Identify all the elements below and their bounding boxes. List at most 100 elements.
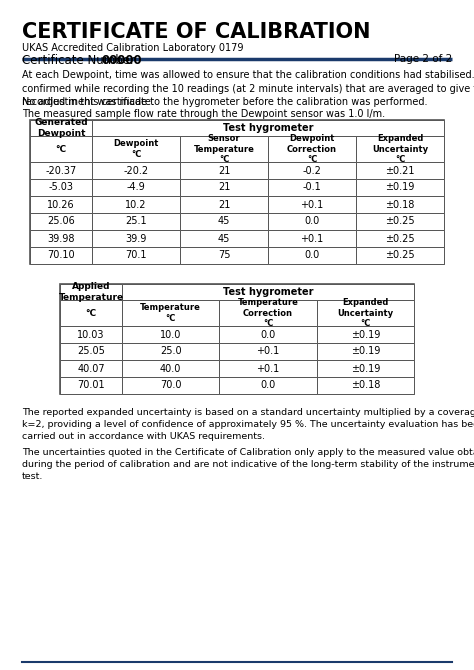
Bar <box>92 196 180 213</box>
Bar <box>356 247 444 264</box>
Text: -4.9: -4.9 <box>127 182 146 192</box>
Bar <box>60 284 122 300</box>
Text: The measured sample flow rate through the Dewpoint sensor was 1.0 l/m.: The measured sample flow rate through th… <box>22 109 385 119</box>
Bar <box>356 196 444 213</box>
Text: 39.98: 39.98 <box>47 234 75 243</box>
Text: 70.10: 70.10 <box>47 251 75 261</box>
Text: -20.37: -20.37 <box>46 165 77 176</box>
Bar <box>356 230 444 247</box>
Bar <box>317 360 414 377</box>
Bar <box>122 326 219 343</box>
Text: 70.1: 70.1 <box>125 251 147 261</box>
Text: 40.0: 40.0 <box>160 364 182 373</box>
Text: ±0.19: ±0.19 <box>385 182 415 192</box>
Bar <box>30 120 92 136</box>
Bar <box>317 377 414 394</box>
Bar <box>60 326 122 343</box>
Bar <box>317 300 414 326</box>
Text: Expanded
Uncertainty
°C: Expanded Uncertainty °C <box>337 298 393 328</box>
Bar <box>30 179 92 196</box>
Text: ±0.18: ±0.18 <box>385 200 415 210</box>
Bar <box>219 326 317 343</box>
Text: 21: 21 <box>218 182 230 192</box>
Text: 0.0: 0.0 <box>260 330 275 340</box>
Bar <box>317 343 414 360</box>
Bar <box>317 326 414 343</box>
Text: 40.07: 40.07 <box>77 364 105 373</box>
Text: 45: 45 <box>218 234 230 243</box>
Bar <box>219 343 317 360</box>
Text: +0.1: +0.1 <box>301 234 324 243</box>
Text: Sensor
Temperature
°C: Sensor Temperature °C <box>193 134 255 164</box>
Text: ±0.25: ±0.25 <box>385 216 415 226</box>
Bar <box>92 136 180 162</box>
Text: ±0.19: ±0.19 <box>351 364 380 373</box>
Bar <box>356 179 444 196</box>
Text: 21: 21 <box>218 200 230 210</box>
Bar <box>92 230 180 247</box>
Text: Certificate Number: Certificate Number <box>22 54 135 67</box>
Bar <box>268 230 356 247</box>
Text: Applied
Temperature: Applied Temperature <box>58 282 124 302</box>
Text: ±0.25: ±0.25 <box>385 234 415 243</box>
Bar <box>268 162 356 179</box>
Bar <box>30 162 92 179</box>
Bar <box>219 300 317 326</box>
Bar <box>180 162 268 179</box>
Text: 25.1: 25.1 <box>125 216 147 226</box>
Bar <box>180 247 268 264</box>
Bar <box>268 179 356 196</box>
Text: 70.01: 70.01 <box>77 381 105 391</box>
Bar <box>60 360 122 377</box>
Text: 75: 75 <box>218 251 230 261</box>
Text: Dewpoint
Correction
°C: Dewpoint Correction °C <box>287 134 337 164</box>
Bar <box>30 247 92 264</box>
Text: ±0.19: ±0.19 <box>351 346 380 356</box>
Bar <box>356 213 444 230</box>
Text: 10.0: 10.0 <box>160 330 182 340</box>
Text: At each Dewpoint, time was allowed to ensure that the calibration conditions had: At each Dewpoint, time was allowed to en… <box>22 70 474 107</box>
Bar <box>268 196 356 213</box>
Bar <box>60 300 122 326</box>
Text: °C: °C <box>55 145 66 153</box>
Bar <box>180 213 268 230</box>
Text: 25.0: 25.0 <box>160 346 182 356</box>
Bar <box>180 179 268 196</box>
Text: 10.03: 10.03 <box>77 330 105 340</box>
Text: 39.9: 39.9 <box>125 234 146 243</box>
Text: 25.06: 25.06 <box>47 216 75 226</box>
Text: The reported expanded uncertainty is based on a standard uncertainty multiplied : The reported expanded uncertainty is bas… <box>22 408 474 442</box>
Text: +0.1: +0.1 <box>301 200 324 210</box>
Bar <box>122 284 414 300</box>
Text: 25.05: 25.05 <box>77 346 105 356</box>
Text: Temperature
°C: Temperature °C <box>140 304 201 323</box>
Bar <box>60 343 122 360</box>
Bar <box>356 162 444 179</box>
Bar <box>30 196 92 213</box>
Bar <box>268 247 356 264</box>
Text: Test hygrometer: Test hygrometer <box>223 123 313 133</box>
Text: No adjustment was made to the hygrometer before the calibration was performed.: No adjustment was made to the hygrometer… <box>22 97 428 107</box>
Text: ±0.19: ±0.19 <box>351 330 380 340</box>
Bar <box>60 377 122 394</box>
Text: -0.2: -0.2 <box>302 165 321 176</box>
Bar <box>30 136 92 162</box>
Bar <box>219 377 317 394</box>
Text: Expanded
Uncertainty
°C: Expanded Uncertainty °C <box>372 134 428 164</box>
Bar <box>122 360 219 377</box>
Text: Dewpoint
°C: Dewpoint °C <box>113 139 159 159</box>
Bar <box>180 196 268 213</box>
Bar <box>122 377 219 394</box>
Text: 45: 45 <box>218 216 230 226</box>
Text: UKAS Accredited Calibration Laboratory 0179: UKAS Accredited Calibration Laboratory 0… <box>22 43 244 53</box>
Text: ±0.18: ±0.18 <box>351 381 380 391</box>
Text: -5.03: -5.03 <box>48 182 73 192</box>
Bar <box>92 162 180 179</box>
Bar <box>30 120 444 264</box>
Text: 0.0: 0.0 <box>304 216 319 226</box>
Text: Test hygrometer: Test hygrometer <box>223 287 313 297</box>
Bar <box>92 213 180 230</box>
Text: +0.1: +0.1 <box>256 346 280 356</box>
Text: ±0.21: ±0.21 <box>385 165 415 176</box>
Bar <box>122 343 219 360</box>
